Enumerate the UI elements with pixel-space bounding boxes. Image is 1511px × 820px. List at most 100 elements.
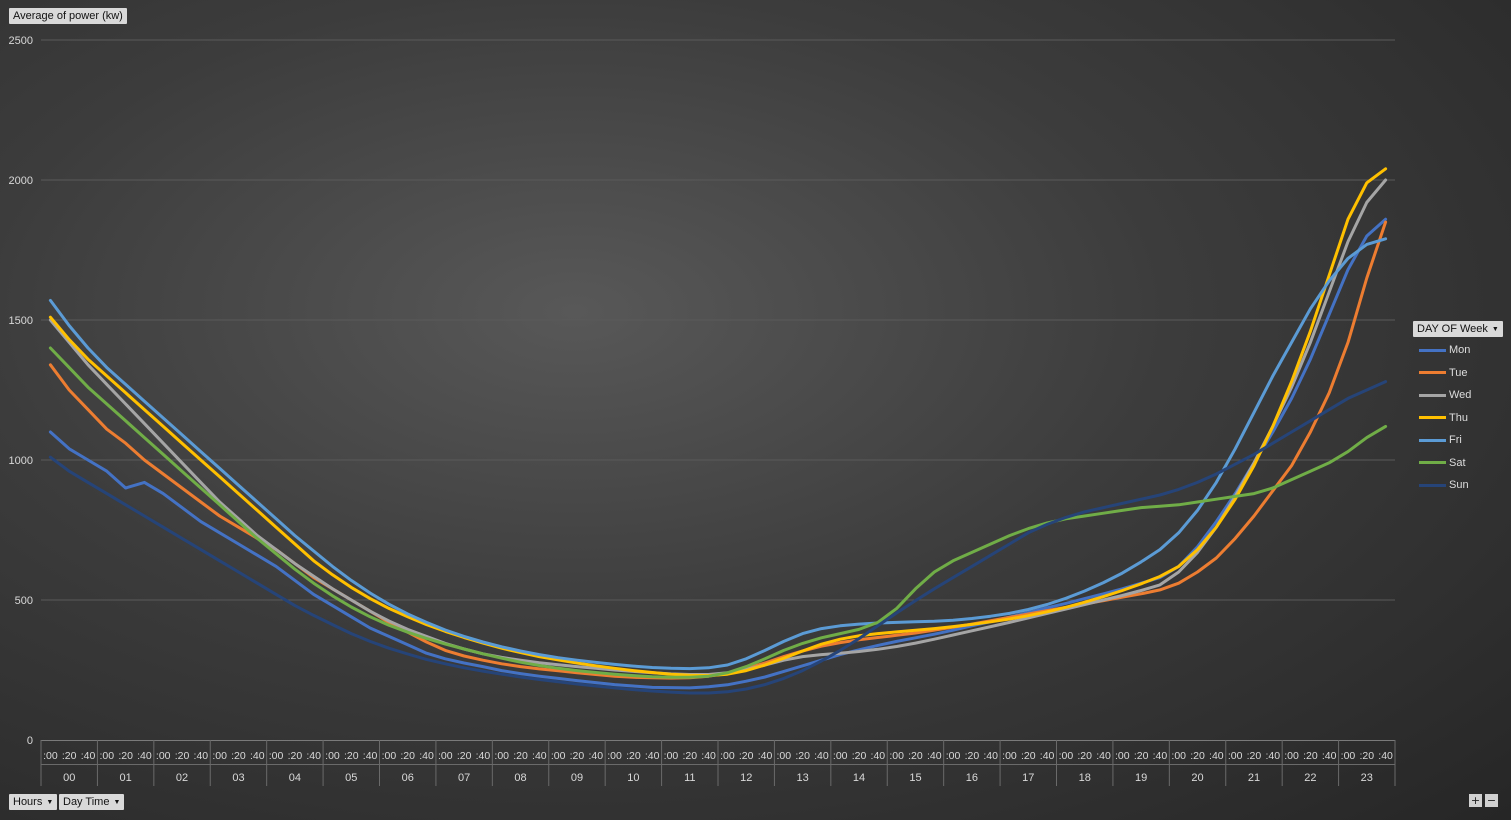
x-hour-tick-label: 11 <box>684 772 695 784</box>
legend-item-sun[interactable]: Sun <box>1419 479 1489 491</box>
dropdown-arrow-icon: ▼ <box>113 798 121 806</box>
series-line-tue <box>48 220 1388 680</box>
legend-item-fri[interactable]: Fri <box>1419 434 1489 446</box>
x-hour-tick-label: 06 <box>402 772 414 784</box>
x-hour-tick-label: 05 <box>345 772 357 784</box>
y-tick-label: 500 <box>15 595 33 607</box>
x-minute-tick-label: :20 <box>457 750 472 762</box>
x-minute-tick-label: :00 <box>1059 750 1074 762</box>
legend-swatch <box>1419 461 1446 464</box>
x-minute-tick-label: :40 <box>363 750 378 762</box>
x-minute-tick-label: :40 <box>306 750 321 762</box>
y-tick-label: 1500 <box>9 315 33 327</box>
x-minute-tick-label: :00 <box>833 750 848 762</box>
x-minute-tick-label: :40 <box>476 750 491 762</box>
y-tick-label: 1000 <box>9 455 33 467</box>
x-minute-tick-label: :20 <box>795 750 810 762</box>
x-hour-tick-label: 23 <box>1361 772 1373 784</box>
x-minute-tick-label: :20 <box>965 750 980 762</box>
x-minute-tick-label: :20 <box>570 750 585 762</box>
x-minute-tick-label: :20 <box>1077 750 1092 762</box>
x-minute-tick-label: :40 <box>194 750 209 762</box>
x-minute-tick-label: :00 <box>664 750 679 762</box>
x-minute-tick-label: :20 <box>1190 750 1205 762</box>
x-minute-tick-label: :20 <box>288 750 303 762</box>
legend-swatch <box>1419 416 1446 419</box>
x-hour-tick-label: 00 <box>63 772 75 784</box>
hours-field-label: Hours <box>13 796 43 808</box>
series-line-mon <box>48 217 1388 690</box>
x-minute-tick-label: :40 <box>645 750 660 762</box>
x-minute-tick-label: :40 <box>1265 750 1280 762</box>
day-time-field-label: Day Time <box>63 796 110 808</box>
x-minute-tick-label: :20 <box>231 750 246 762</box>
dropdown-arrow-icon: ▼ <box>46 798 54 806</box>
x-hour-tick-label: 02 <box>176 772 188 784</box>
x-minute-tick-label: :20 <box>175 750 190 762</box>
x-hour-tick-label: 07 <box>458 772 470 784</box>
x-minute-tick-label: :20 <box>908 750 923 762</box>
x-hour-tick-label: 19 <box>1135 772 1147 784</box>
legend-label: Fri <box>1449 434 1462 446</box>
x-minute-tick-label: :20 <box>400 750 415 762</box>
x-minute-tick-label: :00 <box>325 750 340 762</box>
zoom-out-button[interactable]: − <box>1485 794 1498 807</box>
x-hour-tick-label: 08 <box>514 772 526 784</box>
zoom-in-button[interactable]: + <box>1469 794 1482 807</box>
legend-label: Thu <box>1449 411 1468 424</box>
x-minute-tick-label: :40 <box>1322 750 1337 762</box>
x-minute-tick-label: :00 <box>1284 750 1299 762</box>
x-hour-tick-label: 01 <box>120 772 132 784</box>
x-minute-tick-label: :20 <box>1359 750 1374 762</box>
x-hour-tick-label: 10 <box>627 772 639 784</box>
x-minute-tick-label: :00 <box>212 750 227 762</box>
x-hour-tick-label: 18 <box>1079 772 1091 784</box>
legend-swatch <box>1419 483 1446 487</box>
x-minute-tick-label: :40 <box>1209 750 1224 762</box>
x-minute-tick-label: :20 <box>344 750 359 762</box>
legend-label: Tue <box>1449 366 1468 379</box>
legend-item-tue[interactable]: Tue <box>1419 367 1489 379</box>
x-minute-tick-label: :00 <box>551 750 566 762</box>
x-minute-tick-label: :20 <box>682 750 697 762</box>
legend-swatch <box>1419 393 1446 397</box>
x-minute-tick-label: :20 <box>118 750 133 762</box>
x-hour-tick-label: 15 <box>909 772 921 784</box>
x-hour-tick-label: 03 <box>232 772 244 784</box>
x-minute-tick-label: :00 <box>1171 750 1186 762</box>
legend-field-button[interactable]: DAY OF Week ▼ <box>1413 321 1503 337</box>
x-minute-tick-label: :20 <box>62 750 77 762</box>
hours-field-button[interactable]: Hours ▼ <box>9 794 58 810</box>
value-field-button[interactable]: Average of power (kw) <box>9 8 127 24</box>
x-minute-tick-label: :00 <box>1228 750 1243 762</box>
x-minute-tick-label: :00 <box>720 750 735 762</box>
x-minute-tick-label: :20 <box>1134 750 1149 762</box>
dropdown-arrow-icon: ▼ <box>1491 325 1499 333</box>
x-minute-tick-label: :40 <box>588 750 603 762</box>
x-minute-tick-label: :00 <box>494 750 509 762</box>
x-hour-tick-label: 13 <box>797 772 809 784</box>
y-tick-label: 2000 <box>9 175 33 187</box>
legend-item-thu[interactable]: Thu <box>1419 412 1489 424</box>
x-minute-tick-label: :40 <box>701 750 716 762</box>
legend-item-mon[interactable]: Mon <box>1419 344 1489 356</box>
x-hour-tick-label: 09 <box>571 772 583 784</box>
x-hour-tick-label: 21 <box>1248 772 1260 784</box>
x-hour-tick-label: 04 <box>289 772 301 784</box>
value-field-label: Average of power (kw) <box>13 10 123 22</box>
x-minute-tick-label: :20 <box>852 750 867 762</box>
x-hour-tick-label: 20 <box>1191 772 1203 784</box>
legend-label: Sat <box>1449 456 1466 469</box>
x-minute-tick-label: :00 <box>889 750 904 762</box>
x-minute-tick-label: :40 <box>927 750 942 762</box>
day-time-field-button[interactable]: Day Time ▼ <box>59 794 125 810</box>
x-hour-tick-label: 12 <box>740 772 752 784</box>
legend-item-sat[interactable]: Sat <box>1419 457 1489 469</box>
legend-swatch <box>1419 438 1446 442</box>
legend-item-wed[interactable]: Wed <box>1419 389 1489 401</box>
x-minute-tick-label: :40 <box>250 750 265 762</box>
x-minute-tick-label: :40 <box>1153 750 1168 762</box>
x-minute-tick-label: :00 <box>438 750 453 762</box>
x-hour-tick-label: 17 <box>1022 772 1034 784</box>
